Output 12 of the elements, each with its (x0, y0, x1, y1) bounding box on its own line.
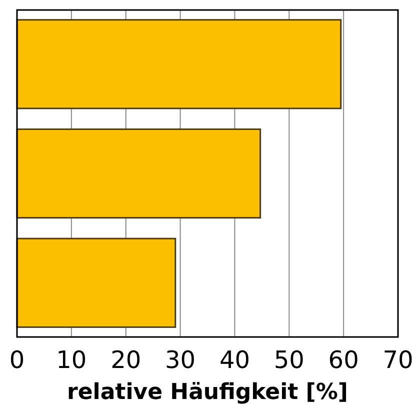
x-tick-label: 40 (219, 346, 250, 374)
bar (16, 238, 176, 328)
bar (16, 128, 262, 219)
x-axis-title: relative Häufigkeit [%] (67, 380, 348, 405)
x-tick-label: 10 (56, 346, 87, 374)
x-tick-label: 70 (382, 346, 412, 374)
x-tick-label: 50 (274, 346, 304, 374)
x-tick-label: 30 (165, 346, 196, 374)
x-tick-label: 60 (328, 346, 359, 374)
x-tick-label: 0 (9, 346, 25, 374)
x-tick-label: 20 (110, 346, 142, 374)
bar (16, 19, 342, 110)
